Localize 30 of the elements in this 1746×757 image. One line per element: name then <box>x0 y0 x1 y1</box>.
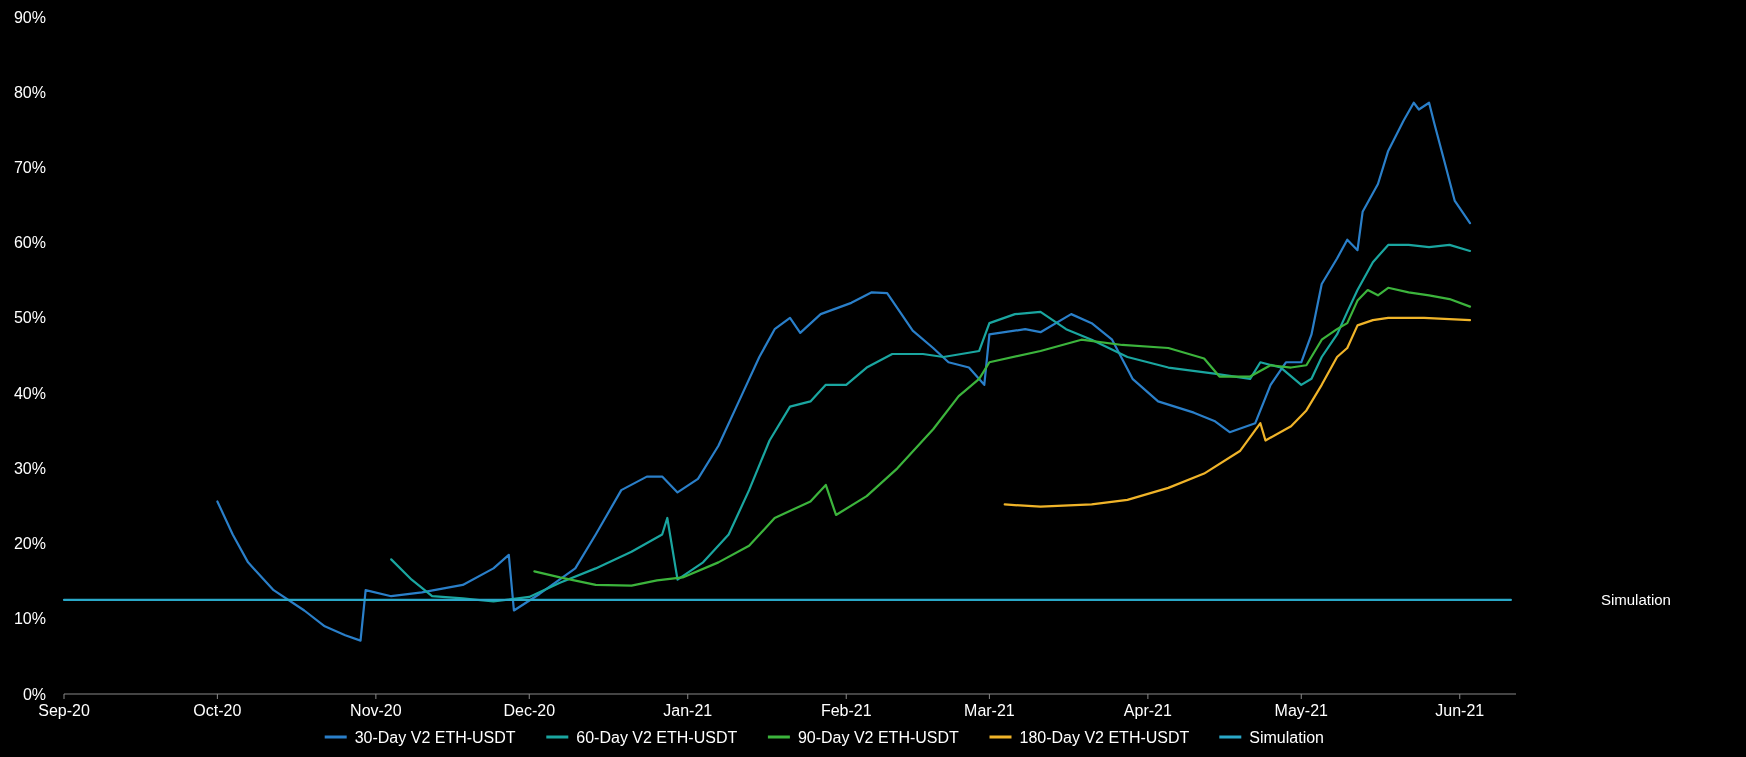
y-tick-label: 40% <box>13 384 46 402</box>
x-tick-label: Feb-21 <box>820 702 872 719</box>
legend-label: Simulation <box>1249 728 1324 746</box>
line-series <box>216 101 1472 642</box>
x-tick-label: Nov-20 <box>350 702 402 719</box>
text: Simulation <box>1600 591 1671 609</box>
y-tick-label: 30% <box>13 459 46 477</box>
x-tick-label: May-21 <box>1274 702 1329 719</box>
x-tick-label: Mar-21 <box>964 702 1015 719</box>
line-series <box>533 286 1472 587</box>
x-tick-label: Apr-21 <box>1123 702 1172 719</box>
line-series <box>390 243 1472 603</box>
legend-label: 30-Day V2 ETH-USDT <box>354 728 516 746</box>
y-tick-label: 10% <box>13 610 46 628</box>
x-tick-label: Jan-21 <box>663 702 713 719</box>
y-tick-label: 60% <box>13 234 46 252</box>
x-tick-label: Dec-20 <box>503 702 556 719</box>
y-tick-label: 0% <box>22 685 46 703</box>
x-tick-label: Oct-20 <box>193 702 242 719</box>
legend-label: 90-Day V2 ETH-USDT <box>797 728 960 746</box>
legend-label: 180-Day V2 ETH-USDT <box>1019 728 1190 746</box>
x-tick-label: Jun-21 <box>1435 702 1485 719</box>
y-tick-label: 80% <box>13 83 46 101</box>
y-tick-label: 70% <box>13 159 46 177</box>
line-series <box>1003 316 1472 508</box>
y-tick-label: 50% <box>13 309 46 327</box>
legend-label: 60-Day V2 ETH-USDT <box>576 728 738 746</box>
y-tick-label: 90% <box>13 8 46 26</box>
y-tick-label: 20% <box>13 535 46 553</box>
x-tick-label: Sep-20 <box>38 702 90 719</box>
